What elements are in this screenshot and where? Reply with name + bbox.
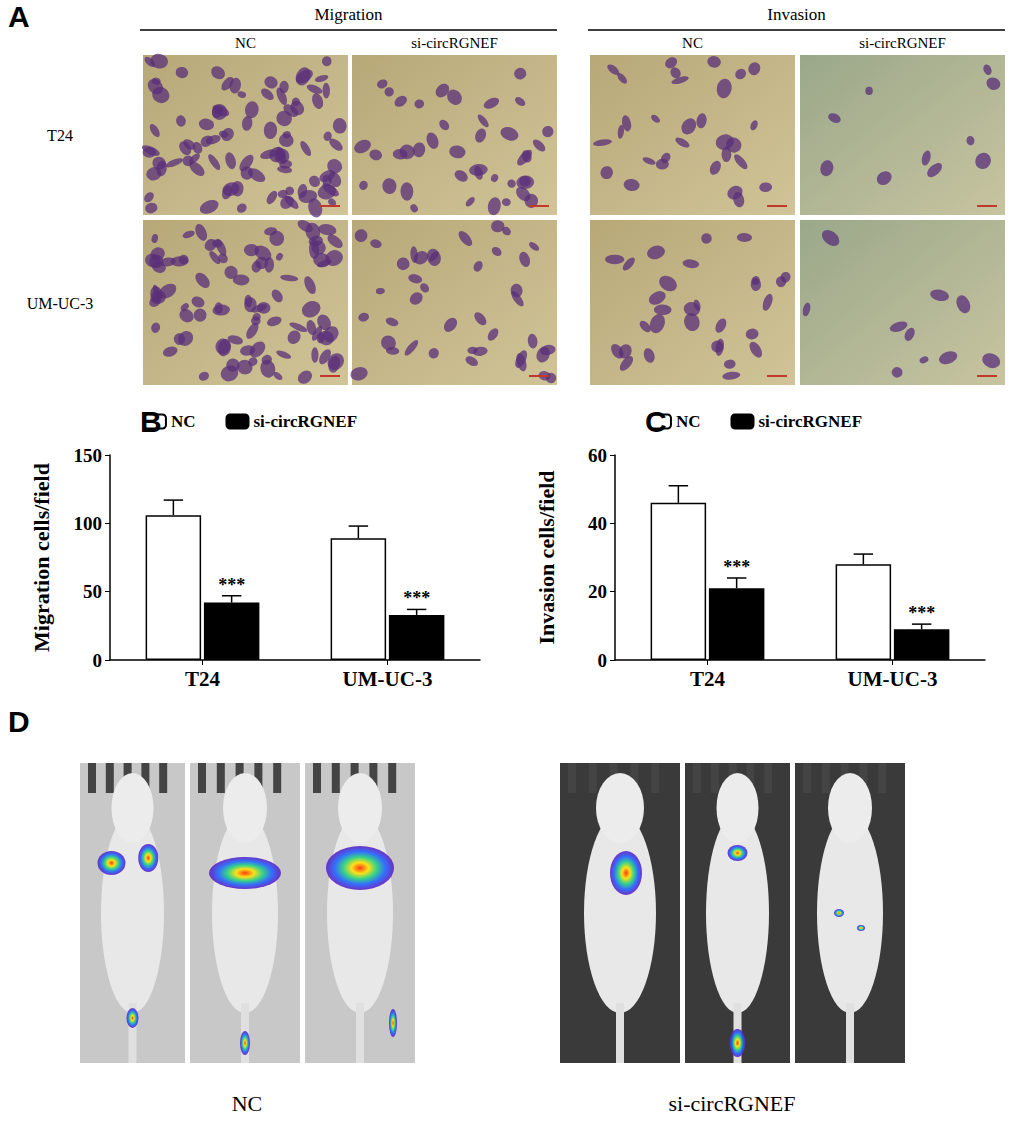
html-text:D: D xyxy=(8,705,30,738)
svg-text:NC: NC xyxy=(682,35,703,51)
html-text:B: B xyxy=(140,405,162,438)
svg-text:100: 100 xyxy=(74,513,103,534)
svg-text:si-circRGNEF: si-circRGNEF xyxy=(411,35,498,51)
svg-text:40: 40 xyxy=(588,513,607,534)
svg-text:UM-UC-3: UM-UC-3 xyxy=(848,667,938,691)
svg-text:0: 0 xyxy=(598,650,608,671)
svg-text:si-circRGNEF: si-circRGNEF xyxy=(859,35,946,51)
svg-text:NC: NC xyxy=(232,1091,263,1116)
svg-text:150: 150 xyxy=(74,445,103,466)
svg-text:20: 20 xyxy=(588,581,607,602)
svg-text:UM-UC-3: UM-UC-3 xyxy=(27,295,94,312)
svg-text:***: *** xyxy=(403,588,430,608)
svg-text:***: *** xyxy=(723,557,750,577)
svg-text:NC: NC xyxy=(171,412,196,431)
svg-text:UM-UC-3: UM-UC-3 xyxy=(343,667,433,691)
svg-text:si-circRGNEF: si-circRGNEF xyxy=(254,412,358,431)
svg-text:Migration cells/field: Migration cells/field xyxy=(29,463,54,652)
html-text:A: A xyxy=(8,0,30,33)
svg-text:T24: T24 xyxy=(47,127,73,144)
svg-text:T24: T24 xyxy=(690,667,726,691)
svg-text:60: 60 xyxy=(588,445,607,466)
svg-text:T24: T24 xyxy=(185,667,221,691)
svg-text:NC: NC xyxy=(676,412,701,431)
svg-text:***: *** xyxy=(908,603,935,623)
svg-text:***: *** xyxy=(218,575,245,595)
svg-text:Invasion cells/field: Invasion cells/field xyxy=(534,470,559,644)
html-text:C: C xyxy=(645,405,667,438)
svg-text:50: 50 xyxy=(83,581,102,602)
svg-text:Invasion: Invasion xyxy=(767,5,826,24)
svg-text:Migration: Migration xyxy=(315,5,383,24)
svg-text:si-circRGNEF: si-circRGNEF xyxy=(668,1091,795,1116)
svg-text:0: 0 xyxy=(93,650,103,671)
svg-text:si-circRGNEF: si-circRGNEF xyxy=(759,412,863,431)
svg-text:NC: NC xyxy=(235,35,256,51)
